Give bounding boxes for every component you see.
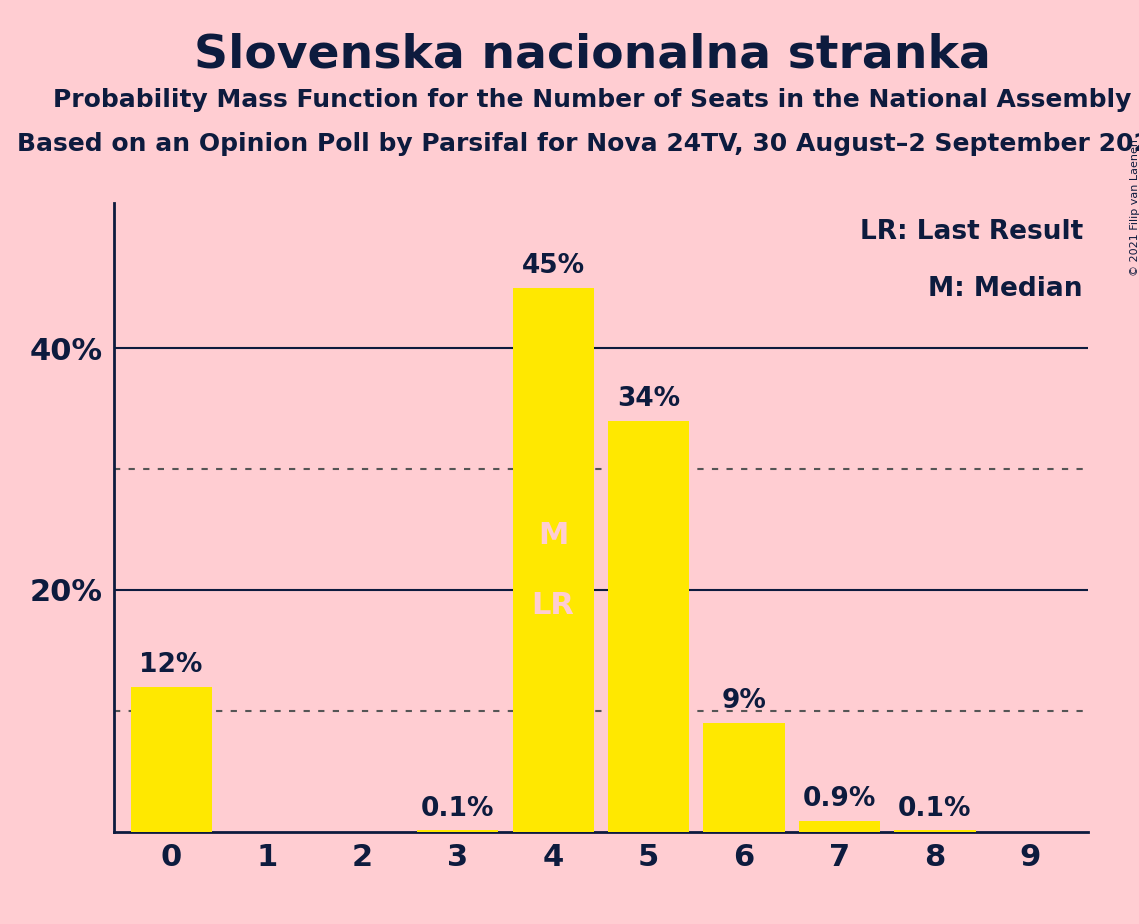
Bar [417, 831, 498, 832]
Text: Based on an Opinion Poll by Parsifal for Nova 24TV, 30 August–2 September 2021: Based on an Opinion Poll by Parsifal for… [17, 132, 1139, 156]
Text: LR: LR [532, 591, 574, 620]
Bar [608, 420, 689, 832]
Text: 12%: 12% [139, 652, 203, 678]
Text: M: Median: M: Median [928, 275, 1083, 301]
Bar [513, 288, 593, 832]
Text: 0.1%: 0.1% [899, 796, 972, 822]
Bar [894, 831, 976, 832]
Text: M: M [538, 521, 568, 550]
Text: © 2021 Filip van Laenen: © 2021 Filip van Laenen [1130, 139, 1139, 275]
Bar [131, 687, 212, 832]
Text: 9%: 9% [722, 688, 767, 714]
Text: 45%: 45% [522, 253, 584, 279]
Bar [798, 821, 880, 832]
Text: LR: Last Result: LR: Last Result [860, 219, 1083, 245]
Text: 34%: 34% [617, 386, 680, 412]
Text: 0.1%: 0.1% [420, 796, 494, 822]
Text: Slovenska nacionalna stranka: Slovenska nacionalna stranka [194, 32, 991, 78]
Bar [704, 723, 785, 832]
Text: 0.9%: 0.9% [803, 786, 876, 812]
Text: Probability Mass Function for the Number of Seats in the National Assembly: Probability Mass Function for the Number… [54, 88, 1131, 112]
